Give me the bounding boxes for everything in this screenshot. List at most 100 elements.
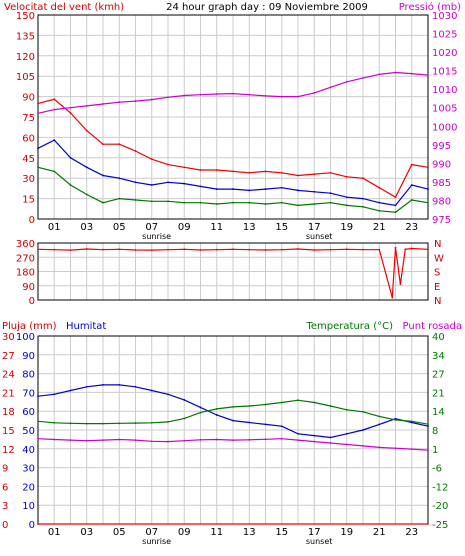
- series-line: [37, 247, 429, 298]
- data-point: [313, 203, 316, 205]
- data-point: [297, 439, 299, 442]
- data-point: [215, 93, 218, 95]
- x-marker-label: sunset: [306, 537, 333, 546]
- x-tick-label: 01: [48, 222, 61, 233]
- data-point: [264, 423, 267, 426]
- data-point: [134, 385, 137, 388]
- data-point: [134, 199, 137, 201]
- panel3-right-axis-label-2: Punt rosada: [403, 321, 462, 332]
- data-point: [37, 523, 39, 525]
- data-point: [427, 449, 429, 452]
- data-point: [427, 74, 429, 76]
- data-point: [345, 248, 348, 251]
- data-point: [199, 201, 202, 204]
- data-point: [102, 248, 104, 251]
- data-point: [345, 443, 348, 446]
- y-tick-label-right: E: [434, 282, 440, 293]
- data-point: [37, 395, 39, 398]
- data-point: [297, 204, 299, 207]
- y-tick-label-left: 40: [22, 445, 35, 456]
- data-point: [248, 248, 251, 251]
- data-point: [410, 247, 413, 250]
- data-point: [378, 415, 381, 418]
- data-point: [167, 248, 169, 251]
- x-tick-label: 09: [178, 527, 191, 538]
- data-point: [410, 199, 413, 201]
- data-point: [37, 112, 39, 115]
- y-tick-label-right: 34: [432, 351, 445, 362]
- data-point: [150, 184, 153, 186]
- x-tick-label: 13: [243, 527, 256, 538]
- data-point: [199, 406, 202, 409]
- data-point: [264, 203, 267, 205]
- data-point: [394, 204, 397, 207]
- data-point: [167, 440, 169, 443]
- data-point: [183, 399, 186, 401]
- y-tick-label-right: N: [434, 296, 441, 307]
- data-point: [199, 438, 202, 441]
- data-point: [378, 423, 381, 426]
- panel3-left-axis-label-2: Humitat: [66, 321, 106, 332]
- data-point: [345, 432, 348, 435]
- data-point: [85, 166, 88, 169]
- data-point: [118, 438, 121, 441]
- data-point: [37, 147, 39, 150]
- data-point: [85, 129, 88, 132]
- data-point: [394, 211, 397, 214]
- panel-temperature-humidity: 0102030405060708090100036912151821242730…: [2, 332, 448, 546]
- data-point: [69, 184, 72, 186]
- x-marker-label: sunset: [306, 232, 333, 241]
- data-point: [410, 448, 413, 450]
- data-point: [183, 201, 186, 204]
- data-point: [37, 102, 39, 105]
- data-point: [410, 420, 413, 423]
- data-point: [362, 77, 364, 79]
- data-point: [69, 439, 72, 442]
- data-point: [69, 389, 72, 392]
- y-tick-label-left: 0: [29, 215, 35, 226]
- data-point: [183, 166, 186, 169]
- panel1-right-axis-label: Pressió (mb): [399, 1, 461, 13]
- data-point: [118, 177, 121, 180]
- data-point: [297, 174, 299, 177]
- panel3-left-axis-label: Pluja (mm): [2, 321, 57, 332]
- data-point: [280, 401, 283, 404]
- panel3-right-axis-label: Temperatura (°C): [305, 321, 393, 332]
- data-point: [362, 177, 364, 180]
- data-point: [248, 189, 251, 192]
- y-tick-label-left: 75: [22, 113, 35, 124]
- y-tick-label-left: 360: [16, 239, 35, 250]
- data-point: [53, 139, 56, 142]
- y-tick-label-right: -25: [432, 520, 448, 531]
- x-marker-label: sunrise: [142, 537, 171, 546]
- data-point: [410, 184, 413, 186]
- y-tick-label-left: 60: [22, 133, 35, 144]
- data-point: [150, 158, 153, 161]
- y-tick-label-left-secondary: 30: [2, 332, 15, 343]
- data-point: [297, 432, 299, 435]
- data-point: [248, 438, 251, 441]
- y-tick-label-left: 30: [22, 464, 35, 475]
- data-point: [199, 185, 202, 188]
- data-point: [329, 405, 332, 407]
- data-point: [362, 197, 364, 200]
- y-tick-label-right: 1025: [432, 30, 457, 41]
- data-point: [313, 249, 316, 251]
- y-tick-label-right: 980: [432, 196, 451, 207]
- data-point: [264, 403, 267, 406]
- data-point: [410, 72, 413, 75]
- data-point: [215, 414, 218, 416]
- data-point: [102, 383, 104, 386]
- data-point: [427, 248, 429, 251]
- data-point: [280, 186, 283, 189]
- x-tick-label: 11: [210, 527, 223, 538]
- data-point: [297, 399, 299, 402]
- data-point: [150, 249, 153, 252]
- data-point: [280, 201, 283, 204]
- x-tick-label: 05: [113, 222, 126, 233]
- data-point: [329, 248, 332, 251]
- data-point: [394, 418, 397, 421]
- data-point: [394, 196, 397, 199]
- data-point: [248, 93, 251, 96]
